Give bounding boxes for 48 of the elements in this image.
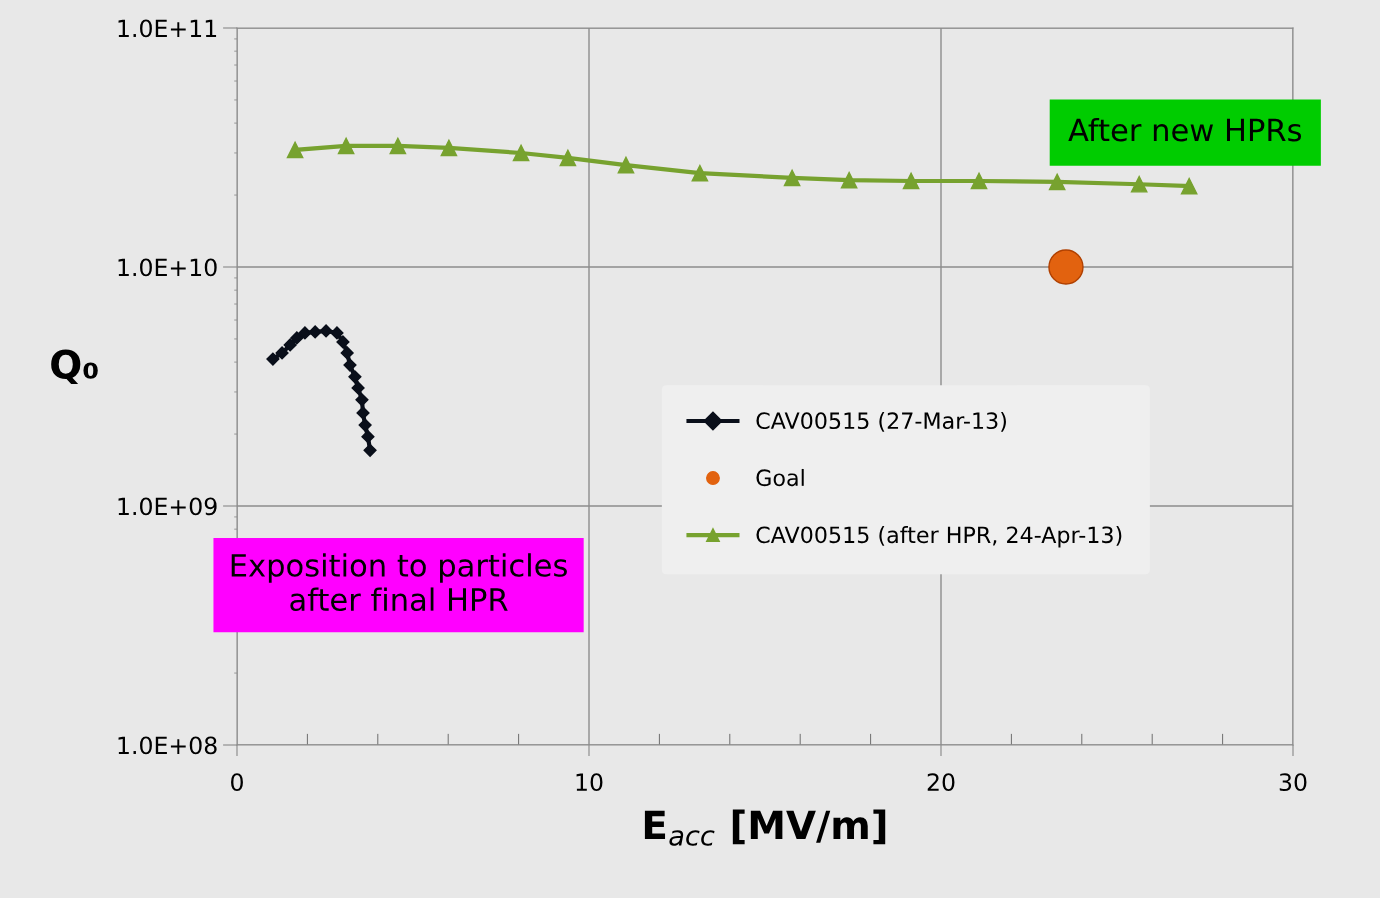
x-tick-label: 10 [576, 773, 603, 792]
y-tick-label: 1.0E+10 [118, 258, 217, 277]
point [266, 352, 280, 366]
point [308, 325, 322, 339]
point [559, 149, 577, 167]
x-tick-label: 0 [231, 773, 243, 792]
legend-label: Goal [756, 468, 804, 487]
annotation: After new HPRs [1068, 117, 1302, 142]
point [840, 171, 858, 189]
point [351, 381, 365, 395]
point [1180, 177, 1198, 195]
point [336, 335, 350, 349]
point [358, 418, 372, 432]
point [283, 338, 297, 352]
point [356, 406, 370, 420]
point [440, 139, 458, 157]
point [389, 137, 407, 155]
point [970, 172, 988, 190]
y-tick-label: 1.0E+11 [118, 19, 217, 38]
y-tick-label: 1.0E+08 [118, 736, 217, 755]
point [290, 331, 304, 345]
y-tick-label: 1.0E+09 [118, 497, 217, 516]
point [512, 144, 530, 162]
point [355, 393, 369, 407]
point [617, 156, 635, 174]
point [363, 443, 377, 457]
point [337, 137, 355, 155]
x-tick-label: 30 [1279, 773, 1307, 792]
point [361, 430, 375, 444]
point [343, 358, 357, 372]
point [1130, 175, 1148, 193]
point [902, 172, 920, 190]
point [286, 141, 304, 159]
point [783, 169, 801, 187]
legend-label: CAV00515 (after HPR, 24-Apr-13) [756, 526, 1122, 548]
point [298, 326, 312, 340]
x-tick-label: 20 [927, 773, 955, 792]
point [691, 164, 709, 182]
x-axis-title: E$_{acc}$ [MV/m] [644, 809, 886, 846]
y-axis-title: Q₀ [51, 349, 98, 385]
annotation: Exposition to particles after final HPR [231, 553, 567, 612]
point [1048, 173, 1066, 191]
point [1048, 249, 1084, 285]
point [275, 346, 289, 360]
point [330, 326, 344, 340]
legend-label: CAV00515 (27-Mar-13) [756, 411, 1006, 432]
point [340, 346, 354, 360]
point [348, 370, 362, 384]
